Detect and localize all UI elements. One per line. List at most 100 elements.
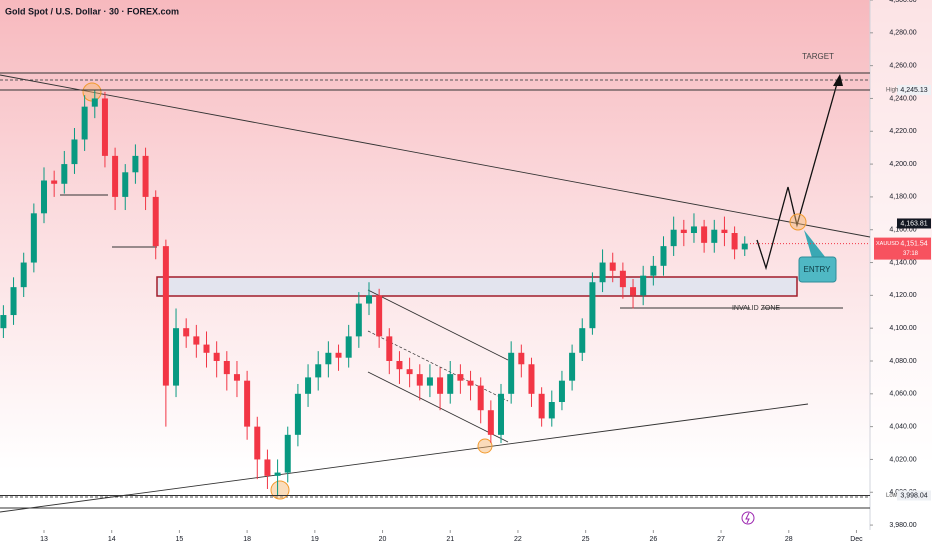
marker-tag-bg xyxy=(897,218,931,229)
price-tag-bg xyxy=(897,490,931,501)
time-axis-bg xyxy=(0,530,932,550)
candle-body xyxy=(376,295,383,337)
candle-body xyxy=(640,275,647,296)
x-tick-label: 13 xyxy=(40,536,48,543)
price-tag: 4,245.13 xyxy=(900,87,927,94)
candle-body xyxy=(487,410,494,435)
candle-body xyxy=(528,364,535,394)
trendline xyxy=(0,74,871,238)
candle-body xyxy=(193,336,200,345)
candle-body xyxy=(101,98,108,156)
y-tick-label: 4,200.00 xyxy=(889,161,916,168)
candle-body xyxy=(0,315,7,329)
countdown: 37:18 xyxy=(903,251,919,257)
candle-body xyxy=(244,380,251,427)
invalid-zone-label: INVALID ZONE xyxy=(732,305,780,312)
candle-body xyxy=(254,426,261,460)
y-tick-label: 4,100.00 xyxy=(889,325,916,332)
supply-zone xyxy=(156,276,798,297)
candle-body xyxy=(10,287,17,316)
candle-body xyxy=(132,155,139,173)
candle-body xyxy=(711,229,718,243)
x-tick-label: 26 xyxy=(649,536,657,543)
entry-callout xyxy=(798,256,837,283)
y-tick-label: 4,280.00 xyxy=(889,30,916,37)
pivot-circle xyxy=(477,438,493,454)
x-tick-label: 20 xyxy=(379,536,387,543)
candle-body xyxy=(619,270,626,288)
candle-body xyxy=(142,155,149,197)
y-tick-label: 4,120.00 xyxy=(889,292,916,299)
y-tick-label: 4,020.00 xyxy=(889,456,916,463)
candle-body xyxy=(61,164,68,184)
candle-body xyxy=(426,377,433,386)
y-tick-label: 4,060.00 xyxy=(889,391,916,398)
candle-body xyxy=(731,233,738,250)
candle-body xyxy=(609,262,616,271)
candle-body xyxy=(396,360,403,370)
candle-body xyxy=(30,213,37,263)
y-tick-label: 4,080.00 xyxy=(889,358,916,365)
candle-body xyxy=(477,385,484,411)
candle-body xyxy=(701,226,708,243)
price-tag: 3,998.04 xyxy=(900,492,927,499)
event-bolt xyxy=(745,512,750,524)
event-icon[interactable] xyxy=(741,511,755,525)
candle-body xyxy=(457,374,464,381)
y-tick-label: 4,040.00 xyxy=(889,423,916,430)
candle-body xyxy=(41,180,48,214)
candle-body xyxy=(548,402,555,419)
y-tick-label: 4,180.00 xyxy=(889,194,916,201)
candle-body xyxy=(315,364,322,378)
candle-body xyxy=(274,472,281,476)
y-tick-label: 4,160.00 xyxy=(889,227,916,234)
last-tag-bg xyxy=(874,237,931,260)
candle-body xyxy=(305,377,312,394)
x-tick-label: 19 xyxy=(311,536,319,543)
arrow-head xyxy=(833,74,843,86)
candle-body xyxy=(81,106,88,140)
candle-body xyxy=(518,352,525,365)
candle-body xyxy=(660,246,667,266)
pivot-circle xyxy=(789,213,807,231)
candle-body xyxy=(173,328,180,386)
candle-body xyxy=(741,243,748,250)
candle-body xyxy=(355,303,362,337)
entry-label: ENTRY xyxy=(804,265,832,274)
candle-body xyxy=(325,352,332,365)
x-tick-label: Dec xyxy=(850,536,863,543)
x-tick-label: 28 xyxy=(785,536,793,543)
candle-body xyxy=(183,328,190,337)
x-tick-label: 15 xyxy=(176,536,184,543)
candle-body xyxy=(284,434,291,473)
chart-title: Gold Spot / U.S. Dollar · 30 · FOREX.com xyxy=(5,6,179,16)
price-axis-bg xyxy=(870,0,932,550)
x-tick-label: 21 xyxy=(446,536,454,543)
candle-body xyxy=(437,377,444,394)
candle-body xyxy=(670,229,677,247)
candle-body xyxy=(213,352,220,361)
projection-path xyxy=(756,79,839,271)
candle-body xyxy=(406,369,413,375)
candle-body xyxy=(91,98,98,107)
candle-body xyxy=(558,380,565,403)
pivot-circle xyxy=(270,480,290,500)
price-tag-bg xyxy=(897,85,931,96)
candle-body xyxy=(386,336,393,361)
candle-body xyxy=(122,172,129,197)
candle-body xyxy=(467,380,474,386)
x-tick-label: 18 xyxy=(243,536,251,543)
candle-body xyxy=(538,393,545,419)
x-tick-label: 22 xyxy=(514,536,522,543)
marker-tag: 4,163.81 xyxy=(900,220,927,227)
candle-body xyxy=(233,374,240,381)
candle-body xyxy=(264,459,271,476)
last-tag-name: XAUUSD xyxy=(876,241,899,247)
last-tag: 4,151.54 xyxy=(900,240,927,247)
x-tick-label: 27 xyxy=(717,536,725,543)
candle-body xyxy=(203,344,210,353)
candle-body xyxy=(579,328,586,353)
channel-line xyxy=(367,371,509,443)
pivot-circle xyxy=(82,82,102,102)
